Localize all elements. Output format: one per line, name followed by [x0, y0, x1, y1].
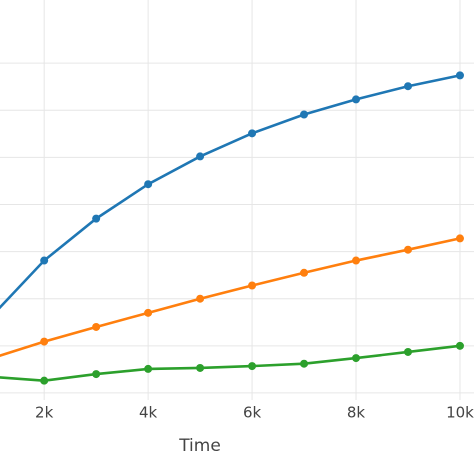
data-point: [300, 110, 309, 119]
series-line: [0, 74, 461, 310]
data-point: [455, 341, 464, 350]
data-point: [352, 354, 361, 363]
data-point: [40, 337, 49, 346]
data-point: [455, 234, 464, 243]
series-line: [0, 344, 461, 382]
data-point: [144, 364, 153, 373]
x-tick-label: 8k: [347, 404, 366, 422]
data-point: [455, 71, 464, 80]
x-axis-title: Time: [178, 436, 221, 456]
x-tick-label: 6k: [243, 404, 262, 422]
data-point: [300, 359, 309, 368]
data-point: [403, 347, 412, 356]
data-point: [403, 245, 412, 254]
data-point: [40, 256, 49, 265]
data-point: [352, 256, 361, 265]
data-point: [92, 322, 101, 331]
data-point: [248, 129, 257, 138]
x-tick-label: 4k: [139, 404, 158, 422]
grid: 012345672k4k6k8k10k: [0, 0, 474, 422]
data-point: [196, 152, 205, 161]
data-point: [92, 370, 101, 379]
data-point: [300, 268, 309, 277]
data-point: [196, 363, 205, 372]
data-point: [92, 214, 101, 223]
data-point: [196, 294, 205, 303]
plot-area: [0, 71, 464, 385]
data-point: [352, 95, 361, 104]
series-line: [0, 237, 461, 357]
x-tick-label: 2k: [35, 404, 54, 422]
data-point: [144, 308, 153, 317]
x-tick-label: 10k: [446, 404, 474, 422]
data-point: [403, 82, 412, 91]
data-point: [248, 362, 257, 371]
data-point: [248, 281, 257, 290]
data-point: [40, 376, 49, 385]
data-point: [144, 180, 153, 189]
